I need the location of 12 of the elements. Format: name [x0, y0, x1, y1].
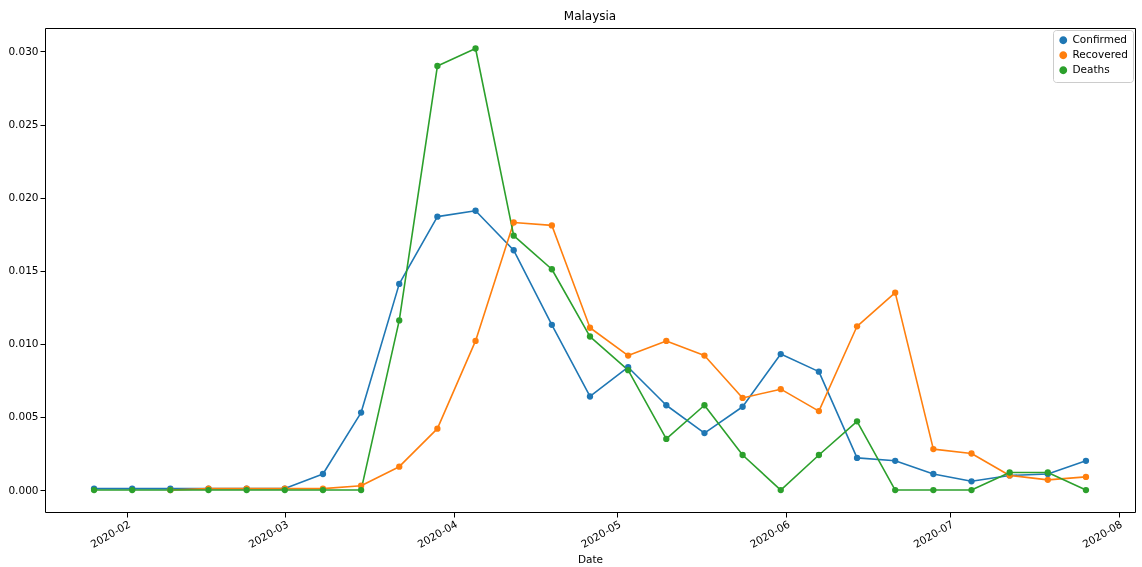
chart-title: Malaysia	[563, 9, 617, 23]
y-tick-label: 0.000	[8, 483, 39, 496]
x-axis-title: Date	[577, 552, 604, 565]
y-tick-label: 0.025	[8, 118, 39, 131]
legend-label: Recovered	[1072, 48, 1128, 61]
y-tick-label: 0.020	[8, 191, 39, 204]
legend-label: Deaths	[1072, 63, 1110, 76]
y-tick-label: 0.015	[8, 264, 39, 277]
y-tick-label: 0.010	[8, 337, 39, 350]
legend-label: Confirmed	[1072, 33, 1128, 46]
y-tick-label: 0.005	[8, 410, 39, 423]
y-tick-label: 0.030	[8, 44, 39, 57]
